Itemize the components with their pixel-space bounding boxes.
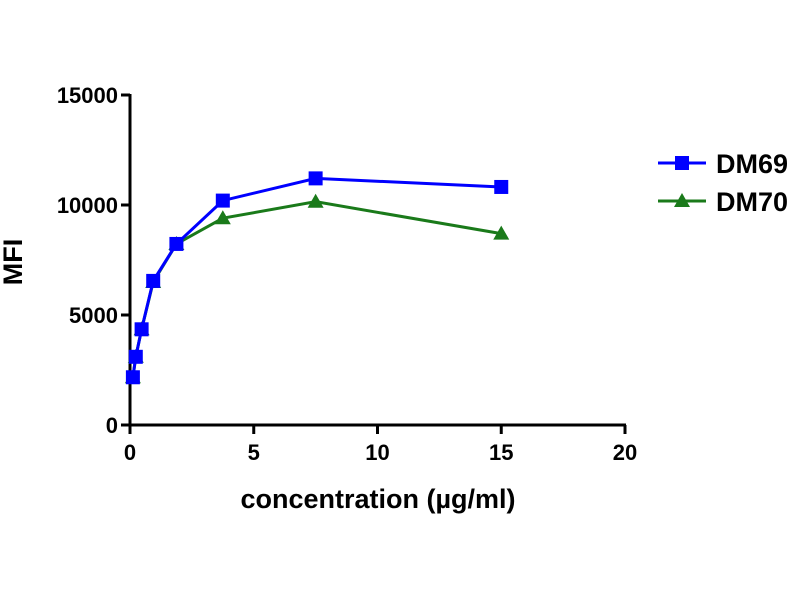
legend-label: DM70 (716, 187, 788, 217)
axes (121, 93, 627, 434)
legend-item-dm69: DM69 (658, 149, 788, 179)
legend-marker (675, 156, 689, 170)
data-point (125, 370, 140, 385)
data-point (215, 193, 230, 208)
y-tick-label: 0 (106, 413, 118, 438)
x-axis-label: concentration (µg/ml) (240, 484, 515, 514)
legend-marker (674, 193, 690, 207)
x-tick-label: 5 (248, 440, 260, 465)
data-point (169, 236, 184, 251)
y-tick-label: 10000 (57, 193, 118, 218)
y-axis-label: MFI (0, 239, 28, 286)
series-line (131, 176, 502, 378)
series-dm69 (125, 171, 509, 385)
data-point (134, 322, 149, 337)
series-group (124, 171, 510, 385)
data-point (214, 210, 231, 225)
data-point (146, 273, 161, 288)
data-point (307, 193, 324, 208)
legend-label: DM69 (716, 149, 788, 179)
data-point (494, 179, 509, 194)
legend: DM69 DM70 (658, 149, 788, 217)
y-tick-label: 15000 (57, 83, 118, 108)
series-line (131, 200, 502, 378)
x-tick-label: 10 (365, 440, 389, 465)
x-tick-label: 20 (613, 440, 637, 465)
x-tick-label: 0 (124, 440, 136, 465)
data-point (128, 349, 143, 364)
series-dm70 (124, 193, 510, 384)
data-point (493, 225, 510, 240)
tick-labels: 0 5000 10000 15000 0 5 10 15 20 (57, 83, 637, 465)
legend-item-dm70: DM70 (658, 187, 788, 217)
x-tick-label: 15 (489, 440, 513, 465)
y-tick-label: 5000 (69, 303, 118, 328)
data-point (308, 171, 323, 186)
